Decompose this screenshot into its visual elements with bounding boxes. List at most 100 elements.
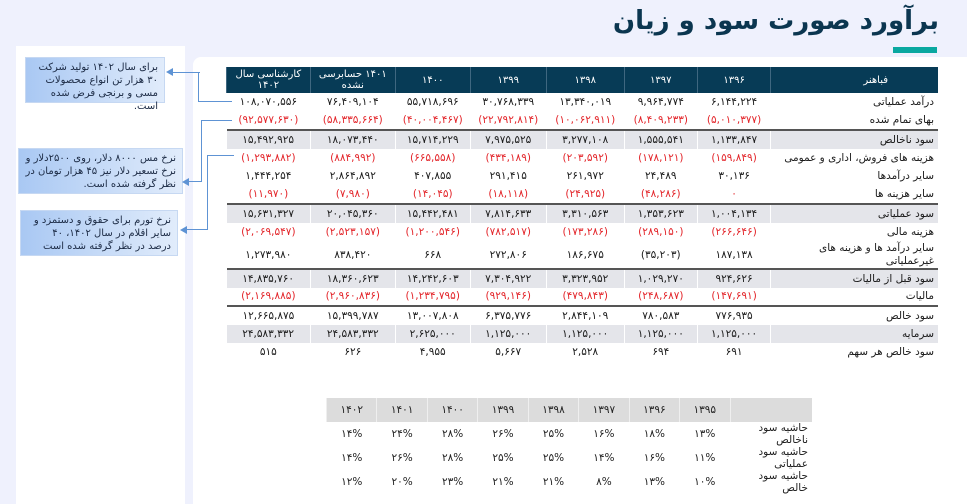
- cell: ۱۱%: [694, 452, 716, 464]
- cell: ۱۸۶,۶۷۵: [566, 248, 604, 261]
- col-header-label: [729, 398, 812, 422]
- cell: ۲۵%: [542, 428, 565, 440]
- row-label: سود ناخالص: [770, 129, 938, 149]
- cell: (۴۳۴,۱۸۹): [485, 151, 531, 164]
- cell: (۹۲۹,۱۴۶): [485, 290, 531, 303]
- cell: ۱,۱۲۵,۰۰۰: [546, 324, 625, 343]
- cell: (۲۴,۹۲۵): [565, 188, 606, 201]
- row-label: سایر هزینه ها: [874, 188, 934, 201]
- cell: ۶۹۴: [652, 346, 670, 359]
- table-row-net-profit: سود خالص ۷۷۶,۹۳۵ ۷۸۰,۵۸۳ ۲,۸۴۴,۱۰۹ ۶,۳۷۵…: [226, 305, 938, 325]
- cell: ۲۴,۵۸۳,۳۳۲: [226, 324, 311, 343]
- cell: ۷,۳۰۴,۹۲۲: [470, 268, 547, 288]
- cell: ۱۴,۲۴۲,۶۰۳: [395, 268, 471, 288]
- note-production: برای سال ۱۴۰۲ تولید شرکت ۳۰ هزار تن انوا…: [25, 57, 165, 112]
- col-header-1399: ۱۳۹۹: [469, 67, 547, 93]
- cell: (۸,۴۰۹,۲۳۳): [633, 114, 688, 127]
- cell: ۳,۳۲۳,۹۵۲: [546, 268, 625, 288]
- table-row-cogs: بهای تمام شده (۵,۰۱۰,۳۷۷) (۸,۴۰۹,۲۳۳) (۱…: [227, 112, 939, 131]
- cell: ۱۴%: [341, 428, 363, 440]
- cell: (۱۴,۰۴۵): [412, 188, 453, 201]
- cell: ۱,۱۲۵,۰۰۰: [470, 324, 547, 343]
- cell: (۹۲,۵۷۷,۶۳۰): [238, 114, 299, 127]
- cell: ۲۶۱,۹۷۲: [566, 170, 604, 183]
- cell: ۲۰%: [391, 476, 413, 488]
- connector-3: [186, 155, 208, 230]
- cell: ۱۸%: [643, 428, 665, 440]
- cell: (۱,۲۰۰,۵۴۶): [405, 225, 460, 238]
- cell: ۱۵,۳۹۹,۷۸۷: [310, 305, 396, 325]
- col-header-1395: ۱۳۹۵: [679, 398, 730, 422]
- col-header-1398: ۱۳۹۸: [545, 67, 625, 93]
- cell: ۲,۵۲۸: [572, 346, 599, 359]
- table-header-row: فباهنر ۱۳۹۶ ۱۳۹۷ ۱۳۹۸ ۱۳۹۹ ۱۴۰۰ ۱۴۰۱ حسا…: [226, 67, 938, 93]
- page-title: برآورد صورت سود و زیان: [612, 6, 939, 36]
- table-row-tax: مالیات (۱۴۷,۶۹۱) (۲۴۸,۶۸۷) (۴۷۹,۸۴۳) (۹۲…: [227, 288, 939, 307]
- cell: ۰: [731, 188, 737, 201]
- row-label: سود خالص: [770, 305, 938, 325]
- cell: (۸۸۴,۹۹۲): [330, 151, 376, 164]
- cell: ۱۳%: [694, 428, 716, 440]
- cell: (۱۷۳,۲۸۶): [562, 225, 608, 238]
- row-label: حاشیه سود عملیاتی: [758, 446, 808, 470]
- cell: ۶۶۸: [424, 248, 442, 261]
- cell: (۱۱,۹۷۰): [248, 188, 289, 201]
- arrow-2: [182, 178, 189, 186]
- cell: ۲۶%: [492, 428, 514, 440]
- row-label: سایر درآمدها: [877, 170, 934, 183]
- cell: ۶۹۱: [725, 346, 743, 359]
- col-header-1400: ۱۴۰۰: [394, 67, 471, 93]
- cell: ۵۱۵: [259, 346, 277, 359]
- cell: ۲۱%: [492, 476, 514, 488]
- cell: (۵۸,۳۳۵,۶۶۴): [322, 114, 383, 127]
- cell: ۱۶%: [643, 452, 665, 464]
- cell: ۱,۱۲۵,۰۰۰: [624, 324, 698, 343]
- cell: ۲,۸۶۴,۸۹۲: [329, 170, 376, 183]
- cell: (۶۶۵,۵۵۸): [410, 151, 456, 164]
- cell: ۱,۰۰۴,۱۳۴: [697, 203, 772, 223]
- title-accent-bar: [893, 47, 937, 53]
- table-row-other-expenses: سایر هزینه ها ۰ (۴۸,۲۸۶) (۲۴,۹۲۵) (۱۸,۱۱…: [227, 186, 939, 205]
- cell: ۱۰۸,۰۷۰,۵۵۶: [239, 96, 298, 109]
- margins-header-row: ۱۳۹۵ ۱۳۹۶ ۱۳۹۷ ۱۳۹۸ ۱۳۹۹ ۱۴۰۰ ۱۴۰۱ ۱۴۰۲: [325, 398, 812, 422]
- table-row-capital: سرمایه ۱,۱۲۵,۰۰۰ ۱,۱۲۵,۰۰۰ ۱,۱۲۵,۰۰۰ ۱,۱…: [226, 324, 938, 343]
- cell: ۹۲۴,۶۲۶: [697, 268, 772, 288]
- cell: ۱۴,۸۳۵,۷۶۰: [226, 268, 311, 288]
- note-exchange-rate: نرخ مس ۸۰۰۰ دلار، روی ۲۵۰۰دلار و نرخ تسع…: [18, 148, 183, 194]
- row-label: سود قبل از مالیات: [770, 268, 938, 288]
- row-label: سود خالص هر سهم: [847, 346, 934, 359]
- cell: ۷,۸۱۴,۶۳۳: [470, 203, 547, 223]
- cell: ۱,۰۲۹,۲۷۰: [624, 268, 698, 288]
- cell: ۹,۹۶۴,۷۷۴: [637, 96, 684, 109]
- cell: ۳۰,۷۶۸,۳۳۹: [482, 96, 535, 109]
- cell: (۴۰,۰۰۴,۴۶۷): [402, 114, 463, 127]
- note-inflation: نرخ تورم برای حقوق و دستمزد و سایر اقلام…: [20, 210, 178, 256]
- cell: (۱۸,۱۱۸): [488, 188, 529, 201]
- connector-3b: [208, 155, 234, 157]
- arrow-3: [180, 226, 187, 234]
- cell: (۷۸۲,۵۱۷): [485, 225, 531, 238]
- connector-2: [188, 120, 202, 182]
- cell: (۲۶۶,۶۴۶): [711, 225, 757, 238]
- cell: ۲۶%: [391, 452, 413, 464]
- cell: (۲۸۹,۱۵۰): [638, 225, 684, 238]
- cell: (۱۵۹,۸۴۹): [711, 151, 757, 164]
- cell: ۲۹۱,۴۱۵: [489, 170, 527, 183]
- cell: (۴۸,۲۸۶): [640, 188, 681, 201]
- cell: ۱۵,۶۳۱,۳۲۷: [226, 203, 311, 223]
- arrow-1: [166, 68, 173, 76]
- cell: ۱۲%: [341, 476, 363, 488]
- cell: ۲۸%: [441, 452, 464, 464]
- table-row-non-operating: سایر درآمد ها و هزینه های غیرعملیاتی ۱۸۷…: [227, 241, 939, 269]
- cell: ۸۳۸,۴۲۰: [334, 248, 372, 261]
- cell: ۲,۸۴۴,۱۰۹: [546, 305, 625, 325]
- cell: ۱۰%: [694, 476, 716, 488]
- cell: (۱,۲۳۴,۷۹۵): [405, 290, 460, 303]
- cell: ۲۵%: [542, 452, 565, 464]
- row-label: سرمایه: [770, 324, 938, 343]
- col-header-1401: ۱۴۰۱ حسابرسی نشده: [309, 67, 396, 93]
- cell: ۱۴%: [593, 452, 615, 464]
- cell: ۱,۴۴۴,۲۵۴: [245, 170, 292, 183]
- cell: ۷۷۶,۹۳۵: [697, 305, 771, 325]
- cell: ۱,۵۵۵,۵۴۱: [624, 129, 698, 149]
